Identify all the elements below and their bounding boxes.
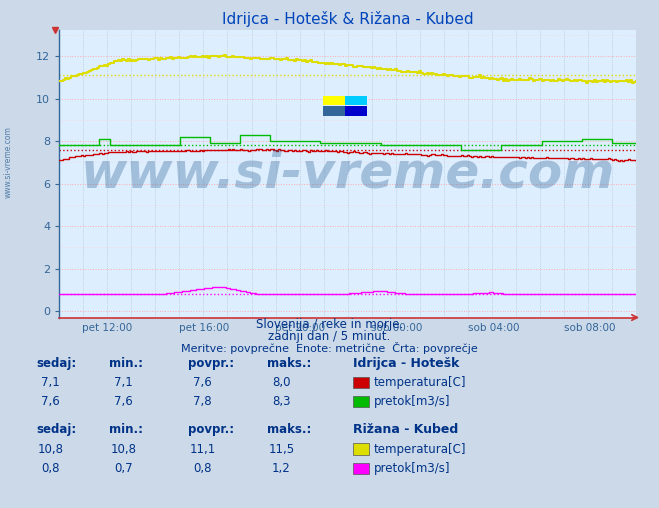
Text: 8,0: 8,0 — [272, 376, 291, 389]
Text: www.si-vreme.com: www.si-vreme.com — [3, 126, 13, 199]
Text: 7,1: 7,1 — [42, 376, 60, 389]
Text: maks.:: maks.: — [267, 423, 311, 436]
Text: pretok[m3/s]: pretok[m3/s] — [374, 462, 450, 475]
Text: povpr.:: povpr.: — [188, 423, 234, 436]
Text: sedaj:: sedaj: — [36, 423, 76, 436]
Text: 11,5: 11,5 — [268, 442, 295, 456]
FancyBboxPatch shape — [345, 96, 366, 105]
Title: Idrijca - Hotešk & Rižana - Kubed: Idrijca - Hotešk & Rižana - Kubed — [222, 11, 473, 26]
Text: 7,6: 7,6 — [193, 376, 212, 389]
Text: Rižana - Kubed: Rižana - Kubed — [353, 423, 458, 436]
Text: Meritve: povprečne  Enote: metrične  Črta: povprečje: Meritve: povprečne Enote: metrične Črta:… — [181, 341, 478, 354]
Text: Idrijca - Hotešk: Idrijca - Hotešk — [353, 357, 459, 370]
Text: maks.:: maks.: — [267, 357, 311, 370]
Text: Slovenija / reke in morje.: Slovenija / reke in morje. — [256, 318, 403, 331]
Text: 7,6: 7,6 — [114, 395, 132, 408]
Text: temperatura[C]: temperatura[C] — [374, 442, 466, 456]
Text: povpr.:: povpr.: — [188, 357, 234, 370]
FancyBboxPatch shape — [323, 107, 345, 116]
Text: 11,1: 11,1 — [189, 442, 215, 456]
Text: min.:: min.: — [109, 357, 143, 370]
Text: 7,8: 7,8 — [193, 395, 212, 408]
Text: 0,8: 0,8 — [42, 462, 60, 475]
Text: 1,2: 1,2 — [272, 462, 291, 475]
Text: 7,1: 7,1 — [114, 376, 132, 389]
Text: 7,6: 7,6 — [42, 395, 60, 408]
Text: 10,8: 10,8 — [110, 442, 136, 456]
Text: zadnji dan / 5 minut.: zadnji dan / 5 minut. — [268, 330, 391, 343]
Text: min.:: min.: — [109, 423, 143, 436]
Text: www.si-vreme.com: www.si-vreme.com — [80, 150, 615, 198]
Text: 0,7: 0,7 — [114, 462, 132, 475]
Text: sedaj:: sedaj: — [36, 357, 76, 370]
Text: 8,3: 8,3 — [272, 395, 291, 408]
Text: temperatura[C]: temperatura[C] — [374, 376, 466, 389]
FancyBboxPatch shape — [323, 96, 345, 105]
Text: 0,8: 0,8 — [193, 462, 212, 475]
Text: pretok[m3/s]: pretok[m3/s] — [374, 395, 450, 408]
FancyBboxPatch shape — [345, 107, 366, 116]
Text: 10,8: 10,8 — [38, 442, 64, 456]
